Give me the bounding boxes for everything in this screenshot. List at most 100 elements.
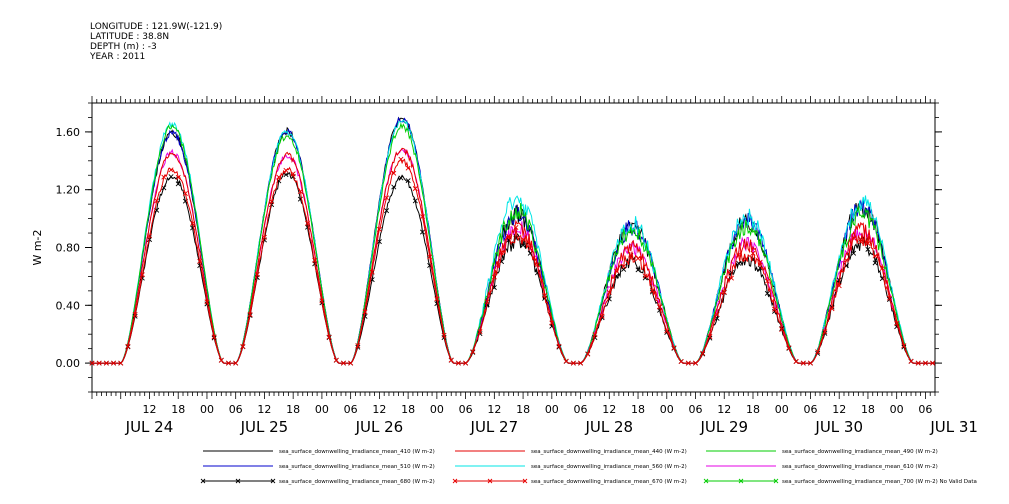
series-line [92, 119, 935, 364]
series-point [305, 220, 311, 226]
series-point [800, 360, 806, 366]
series-point [355, 343, 361, 349]
legend-label: sea_surface_downwelling_irradiance_mean_… [531, 479, 687, 485]
date-label: JUL 30 [814, 418, 863, 436]
x-tick-label: 12 [832, 403, 846, 416]
series-point [714, 311, 720, 318]
x-tick-label: 00 [315, 403, 329, 416]
series-point [700, 350, 706, 356]
series-point [621, 263, 627, 270]
series-point [340, 360, 346, 366]
x-tick-label: 12 [717, 403, 731, 416]
series-point [484, 299, 490, 305]
series-point [463, 360, 469, 366]
legend-label: sea_surface_downwelling_irradiance_mean_… [279, 449, 435, 455]
series-point [111, 360, 117, 366]
legend-marker [452, 478, 458, 484]
series-point [427, 254, 433, 260]
series-point [750, 250, 756, 256]
series-point [419, 229, 426, 235]
series-point [154, 198, 160, 204]
series-point [254, 272, 260, 278]
series-point [865, 246, 871, 252]
series-point [635, 255, 641, 261]
date-label: JUL 29 [699, 418, 748, 436]
series-point [376, 226, 382, 232]
series-point [197, 258, 203, 264]
series-point [843, 257, 849, 263]
series-point [664, 328, 670, 334]
series-point [391, 184, 397, 190]
series-point [398, 175, 404, 181]
series-line [92, 148, 935, 364]
series-point [89, 360, 95, 366]
chart-legend: sea_surface_downwelling_irradiance_mean_… [200, 449, 977, 485]
series-point [585, 351, 591, 357]
x-tick-label: 06 [344, 403, 358, 416]
legend-marker [270, 478, 276, 484]
series-point [901, 343, 907, 349]
series-point [261, 234, 267, 240]
series-point [247, 312, 253, 318]
series-point [412, 186, 418, 192]
series-line [92, 116, 935, 364]
series-point [419, 214, 426, 220]
series-point [491, 274, 497, 280]
series-point [168, 174, 174, 180]
legend-label: sea_surface_downwelling_irradiance_mean_… [279, 464, 435, 470]
x-tick-label: 12 [257, 403, 271, 416]
series-point [772, 306, 778, 312]
series-point [391, 170, 397, 176]
series-point [922, 360, 928, 366]
series-point [168, 167, 174, 173]
series-line [92, 171, 935, 364]
series-point [125, 343, 131, 349]
series-point [728, 270, 734, 276]
series-point [764, 278, 770, 284]
series-point [743, 256, 749, 262]
chart-header: LONGITUDE : 121.9W(-121.9) LATITUDE : 38… [90, 22, 222, 62]
series-point [671, 345, 677, 351]
date-label: JUL 25 [240, 418, 289, 436]
series-point [822, 329, 828, 335]
legend-label: sea_surface_downwelling_irradiance_mean_… [782, 449, 938, 455]
legend-label: sea_surface_downwelling_irradiance_mean_… [531, 449, 687, 455]
series-point [764, 290, 770, 296]
x-tick-label: 00 [200, 403, 214, 416]
series-point [225, 360, 232, 366]
series-point [319, 298, 325, 304]
series-point [886, 295, 893, 301]
x-tick-label: 12 [487, 403, 501, 416]
x-tick-label: 00 [775, 403, 789, 416]
series-point [613, 268, 619, 274]
x-tick-label: 18 [171, 403, 185, 416]
legend-label: sea_surface_downwelling_irradiance_mean_… [531, 464, 687, 470]
series-point [793, 358, 799, 364]
date-label: JUL 27 [470, 418, 519, 436]
series-point [182, 190, 188, 197]
x-tick-label: 00 [660, 403, 674, 416]
series-point [326, 334, 332, 340]
series-point [865, 240, 871, 246]
x-tick-label: 06 [459, 403, 473, 416]
depth-label: DEPTH (m) : -3 [90, 42, 157, 52]
series-point [685, 360, 691, 366]
year-label: YEAR : 2011 [90, 52, 146, 62]
x-tick-label: 06 [574, 403, 588, 416]
legend-marker [487, 478, 493, 484]
y-tick-label: 0.00 [56, 357, 81, 370]
series-point [858, 239, 864, 245]
series-point [657, 304, 663, 310]
series-point [736, 260, 742, 266]
series-point [96, 360, 102, 366]
series-point [628, 255, 634, 261]
series-point [132, 312, 138, 318]
series-point [563, 358, 569, 364]
series-point [606, 289, 612, 295]
series-point [362, 309, 368, 315]
series-point [527, 245, 533, 251]
x-tick-label: 06 [918, 403, 932, 416]
series-point [146, 233, 152, 239]
series-point [851, 250, 857, 256]
